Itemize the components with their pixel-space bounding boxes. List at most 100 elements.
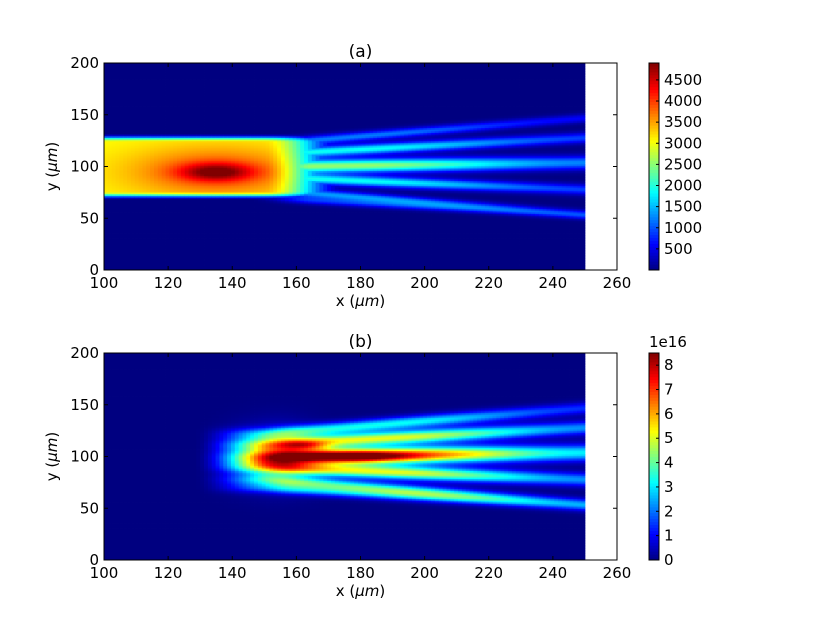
heatmap-cell [138, 256, 143, 259]
heatmap-cell [104, 178, 109, 181]
heatmap-cell [169, 256, 174, 259]
heatmap-cell [157, 135, 163, 138]
heatmap-cell [134, 94, 140, 97]
heatmap-cell [123, 107, 128, 110]
heatmap-cell [177, 130, 182, 133]
heatmap-cell [104, 205, 109, 208]
heatmap-cell [161, 72, 166, 75]
heatmap-cell [165, 248, 170, 251]
heatmap-cell [127, 177, 132, 180]
heatmap-cell [154, 150, 159, 153]
heatmap-cell [165, 212, 170, 215]
heatmap-cell [127, 92, 132, 95]
heatmap-cell [107, 173, 113, 177]
heatmap-cell [142, 268, 147, 271]
heatmap-cell [119, 79, 124, 82]
heatmap-cell [165, 228, 170, 231]
heatmap-cell [165, 132, 170, 135]
heatmap-cell [169, 102, 174, 105]
heatmap-cell [107, 124, 113, 127]
heatmap-cell [173, 162, 178, 165]
heatmap-cell [177, 101, 182, 104]
heatmap-cell [119, 192, 124, 195]
heatmap-cell [134, 198, 140, 201]
heatmap-cell [169, 137, 174, 140]
heatmap-cell [127, 228, 132, 231]
heatmap-cell [157, 205, 163, 208]
heatmap-cell [146, 67, 151, 71]
heatmap-cell [104, 218, 109, 221]
heatmap-cell [142, 99, 147, 102]
heatmap-cell [173, 81, 178, 84]
heatmap-cell [165, 127, 170, 130]
heatmap-cell [157, 130, 163, 133]
heatmap-cell [161, 260, 166, 263]
heatmap-cell [111, 117, 116, 120]
heatmap-cell [177, 217, 182, 220]
heatmap-cell [134, 92, 140, 95]
heatmap-cell [150, 175, 155, 178]
heatmap-cell [161, 142, 166, 145]
heatmap-cell [150, 99, 155, 102]
heatmap-cell [115, 178, 120, 181]
heatmap-cell [146, 94, 151, 97]
heatmap-cell [123, 217, 128, 220]
heatmap-cell [154, 167, 159, 170]
heatmap-cell [138, 159, 143, 162]
heatmap-cell [150, 265, 155, 268]
heatmap-cell [104, 210, 109, 213]
heatmap-cell [165, 102, 170, 105]
heatmap-cell [119, 195, 124, 198]
heatmap-cell [104, 164, 109, 167]
heatmap-cell [142, 212, 147, 215]
heatmap-cell [146, 200, 151, 203]
heatmap-cell [104, 115, 109, 119]
heatmap-cell [115, 71, 120, 74]
heatmap-cell [161, 152, 166, 155]
heatmap-cell [138, 147, 143, 150]
heatmap-cell [169, 107, 174, 110]
heatmap-cell [177, 205, 182, 208]
heatmap-cell [130, 168, 136, 172]
heatmap-cell [134, 215, 140, 218]
heatmap-cell [146, 97, 151, 100]
heatmap-cell [104, 135, 109, 138]
heatmap-cell [165, 198, 170, 201]
heatmap-cell [161, 165, 166, 168]
heatmap-cell [134, 248, 140, 251]
heatmap-cell [161, 99, 166, 102]
heatmap-cell [104, 230, 109, 233]
heatmap-cell [111, 170, 116, 173]
heatmap-cell [138, 268, 143, 271]
heatmap-cell [165, 178, 170, 181]
heatmap-cell [127, 220, 132, 223]
heatmap-cell [134, 74, 140, 77]
heatmap-cell [127, 261, 132, 264]
heatmap-cell [146, 203, 151, 206]
heatmap-cell [142, 147, 147, 150]
heatmap-cell [119, 117, 124, 120]
heatmap-cell [138, 135, 143, 138]
heatmap-cell [157, 256, 163, 259]
heatmap-cell [127, 130, 132, 133]
heatmap-cell [107, 205, 113, 208]
heatmap-cell [123, 220, 128, 223]
heatmap-cell [119, 235, 124, 238]
heatmap-cell [138, 84, 143, 87]
heatmap-cell [104, 241, 109, 244]
heatmap-cell [142, 114, 147, 117]
heatmap-cell [111, 173, 116, 177]
heatmap-cell [169, 134, 174, 137]
heatmap-cell [154, 63, 159, 66]
heatmap-cell [130, 231, 136, 234]
heatmap-cell [161, 97, 166, 100]
heatmap-cell [142, 74, 147, 77]
heatmap-cell [130, 208, 136, 211]
heatmap-cell [123, 137, 128, 140]
heatmap-cell [115, 185, 120, 188]
heatmap-cell [134, 89, 140, 92]
heatmap-cell [169, 63, 174, 66]
heatmap-cell [161, 111, 166, 114]
heatmap-cell [115, 221, 120, 225]
heatmap-cell [111, 152, 116, 155]
